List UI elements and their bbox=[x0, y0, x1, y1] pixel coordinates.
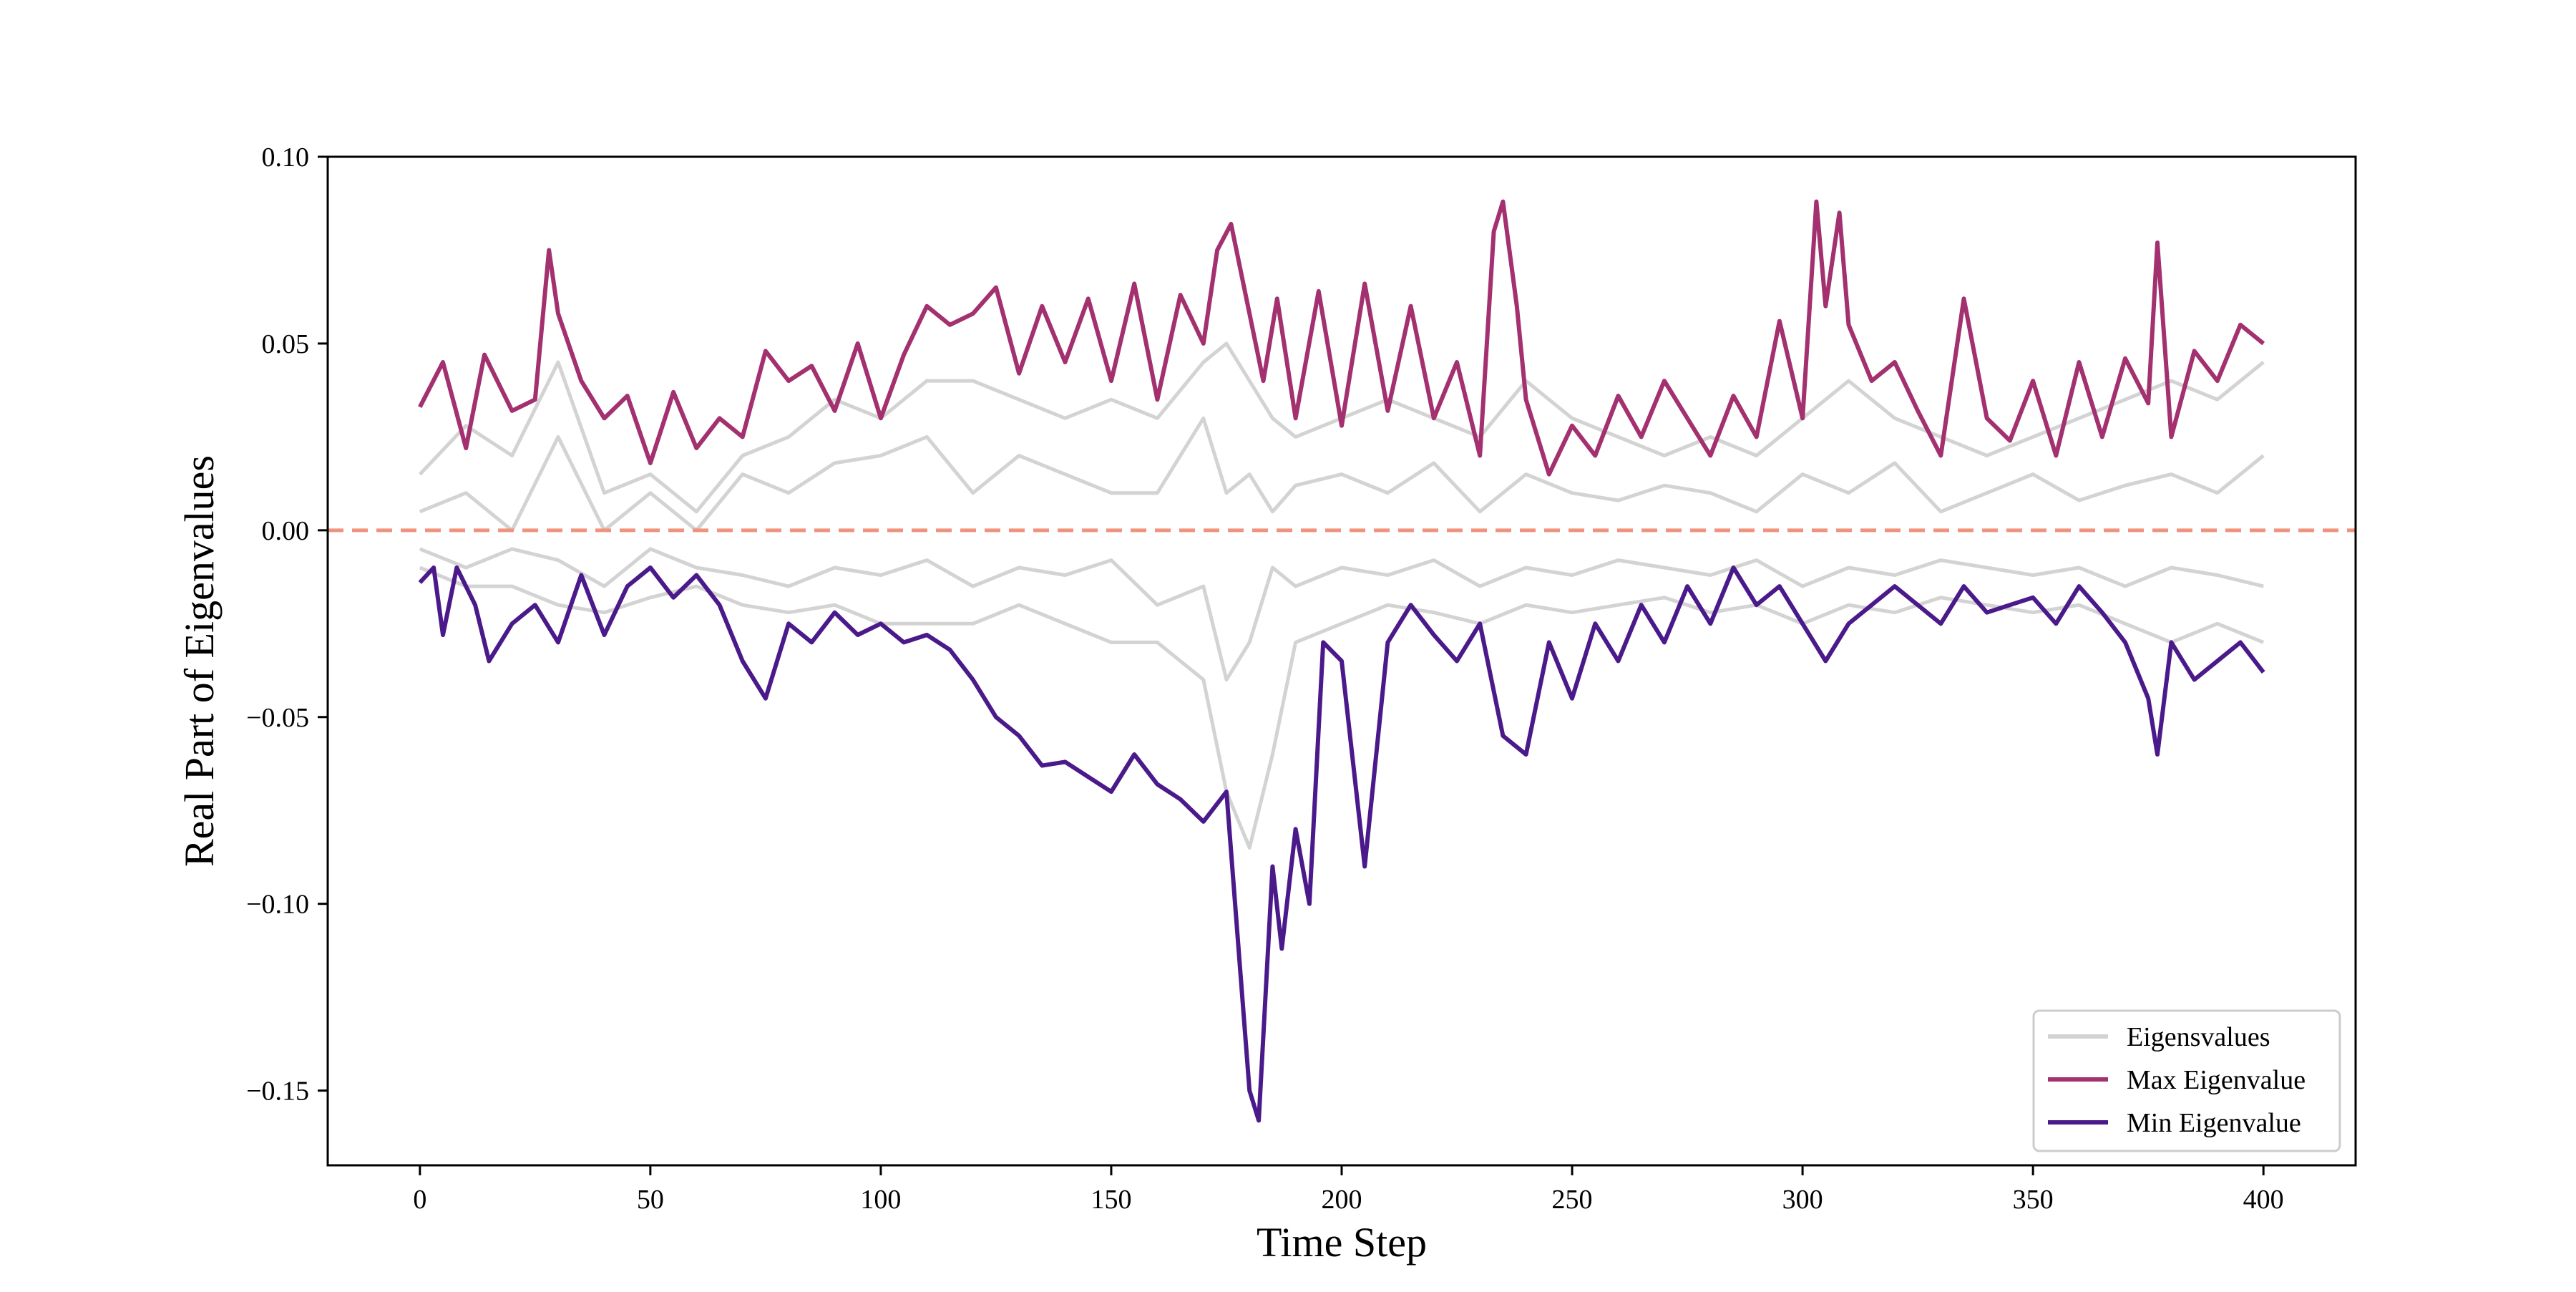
y-tick-label: −0.10 bbox=[246, 890, 309, 920]
series-layer bbox=[418, 199, 2265, 1123]
x-tick-label: 250 bbox=[1552, 1185, 1593, 1215]
y-tick-label: 0.00 bbox=[262, 516, 310, 546]
series-line-eigenvalue-3 bbox=[419, 565, 2265, 850]
legend-label: Max Eigenvalue bbox=[2127, 1065, 2306, 1095]
x-tick-label: 50 bbox=[637, 1185, 664, 1215]
legend-box bbox=[2032, 1009, 2341, 1152]
series-line-eigenvalue-2 bbox=[419, 547, 2264, 682]
legend-item-max-eigenvalue: Max Eigenvalue bbox=[2048, 1065, 2306, 1095]
legend-item-min-eigenvalue: Min Eigenvalue bbox=[2048, 1108, 2301, 1138]
x-tick-label: 100 bbox=[860, 1185, 901, 1215]
series-line-max-eigenvalue bbox=[418, 199, 2265, 477]
legend-item-eigensvalues: Eigensvalues bbox=[2048, 1022, 2270, 1052]
x-axis-title: Time Step bbox=[1257, 1219, 1427, 1266]
series-line-eigensvalues bbox=[418, 341, 2265, 514]
series-line-min-eigenvalue bbox=[418, 565, 2265, 1123]
x-tick-label: 0 bbox=[413, 1185, 426, 1215]
y-tick-label: −0.05 bbox=[246, 703, 309, 733]
x-tick-label: 200 bbox=[1322, 1185, 1362, 1215]
y-tick-label: −0.15 bbox=[246, 1077, 309, 1107]
y-tick-label: 0.05 bbox=[262, 329, 310, 359]
y-axis-title: Real Part of Eigenvalues bbox=[176, 455, 223, 867]
legend-label: Min Eigenvalue bbox=[2127, 1108, 2301, 1138]
x-tick-label: 150 bbox=[1091, 1185, 1131, 1215]
legend: Eigensvalues Max Eigenvalue Min Eigenvalue bbox=[2032, 1009, 2341, 1152]
x-tick-label: 400 bbox=[2243, 1185, 2284, 1215]
y-tick-label: 0.10 bbox=[262, 142, 310, 173]
x-tick-label: 350 bbox=[2013, 1185, 2054, 1215]
x-axis: 0 50 100 150 200 250 300 350 400 bbox=[413, 1165, 2284, 1215]
series-line-eigenvalue-1 bbox=[419, 416, 2265, 533]
legend-label: Eigensvalues bbox=[2127, 1022, 2270, 1052]
x-tick-label: 300 bbox=[1782, 1185, 1823, 1215]
y-axis: 0.10 0.05 0.00 −0.05 −0.10 −0.15 bbox=[246, 142, 328, 1107]
